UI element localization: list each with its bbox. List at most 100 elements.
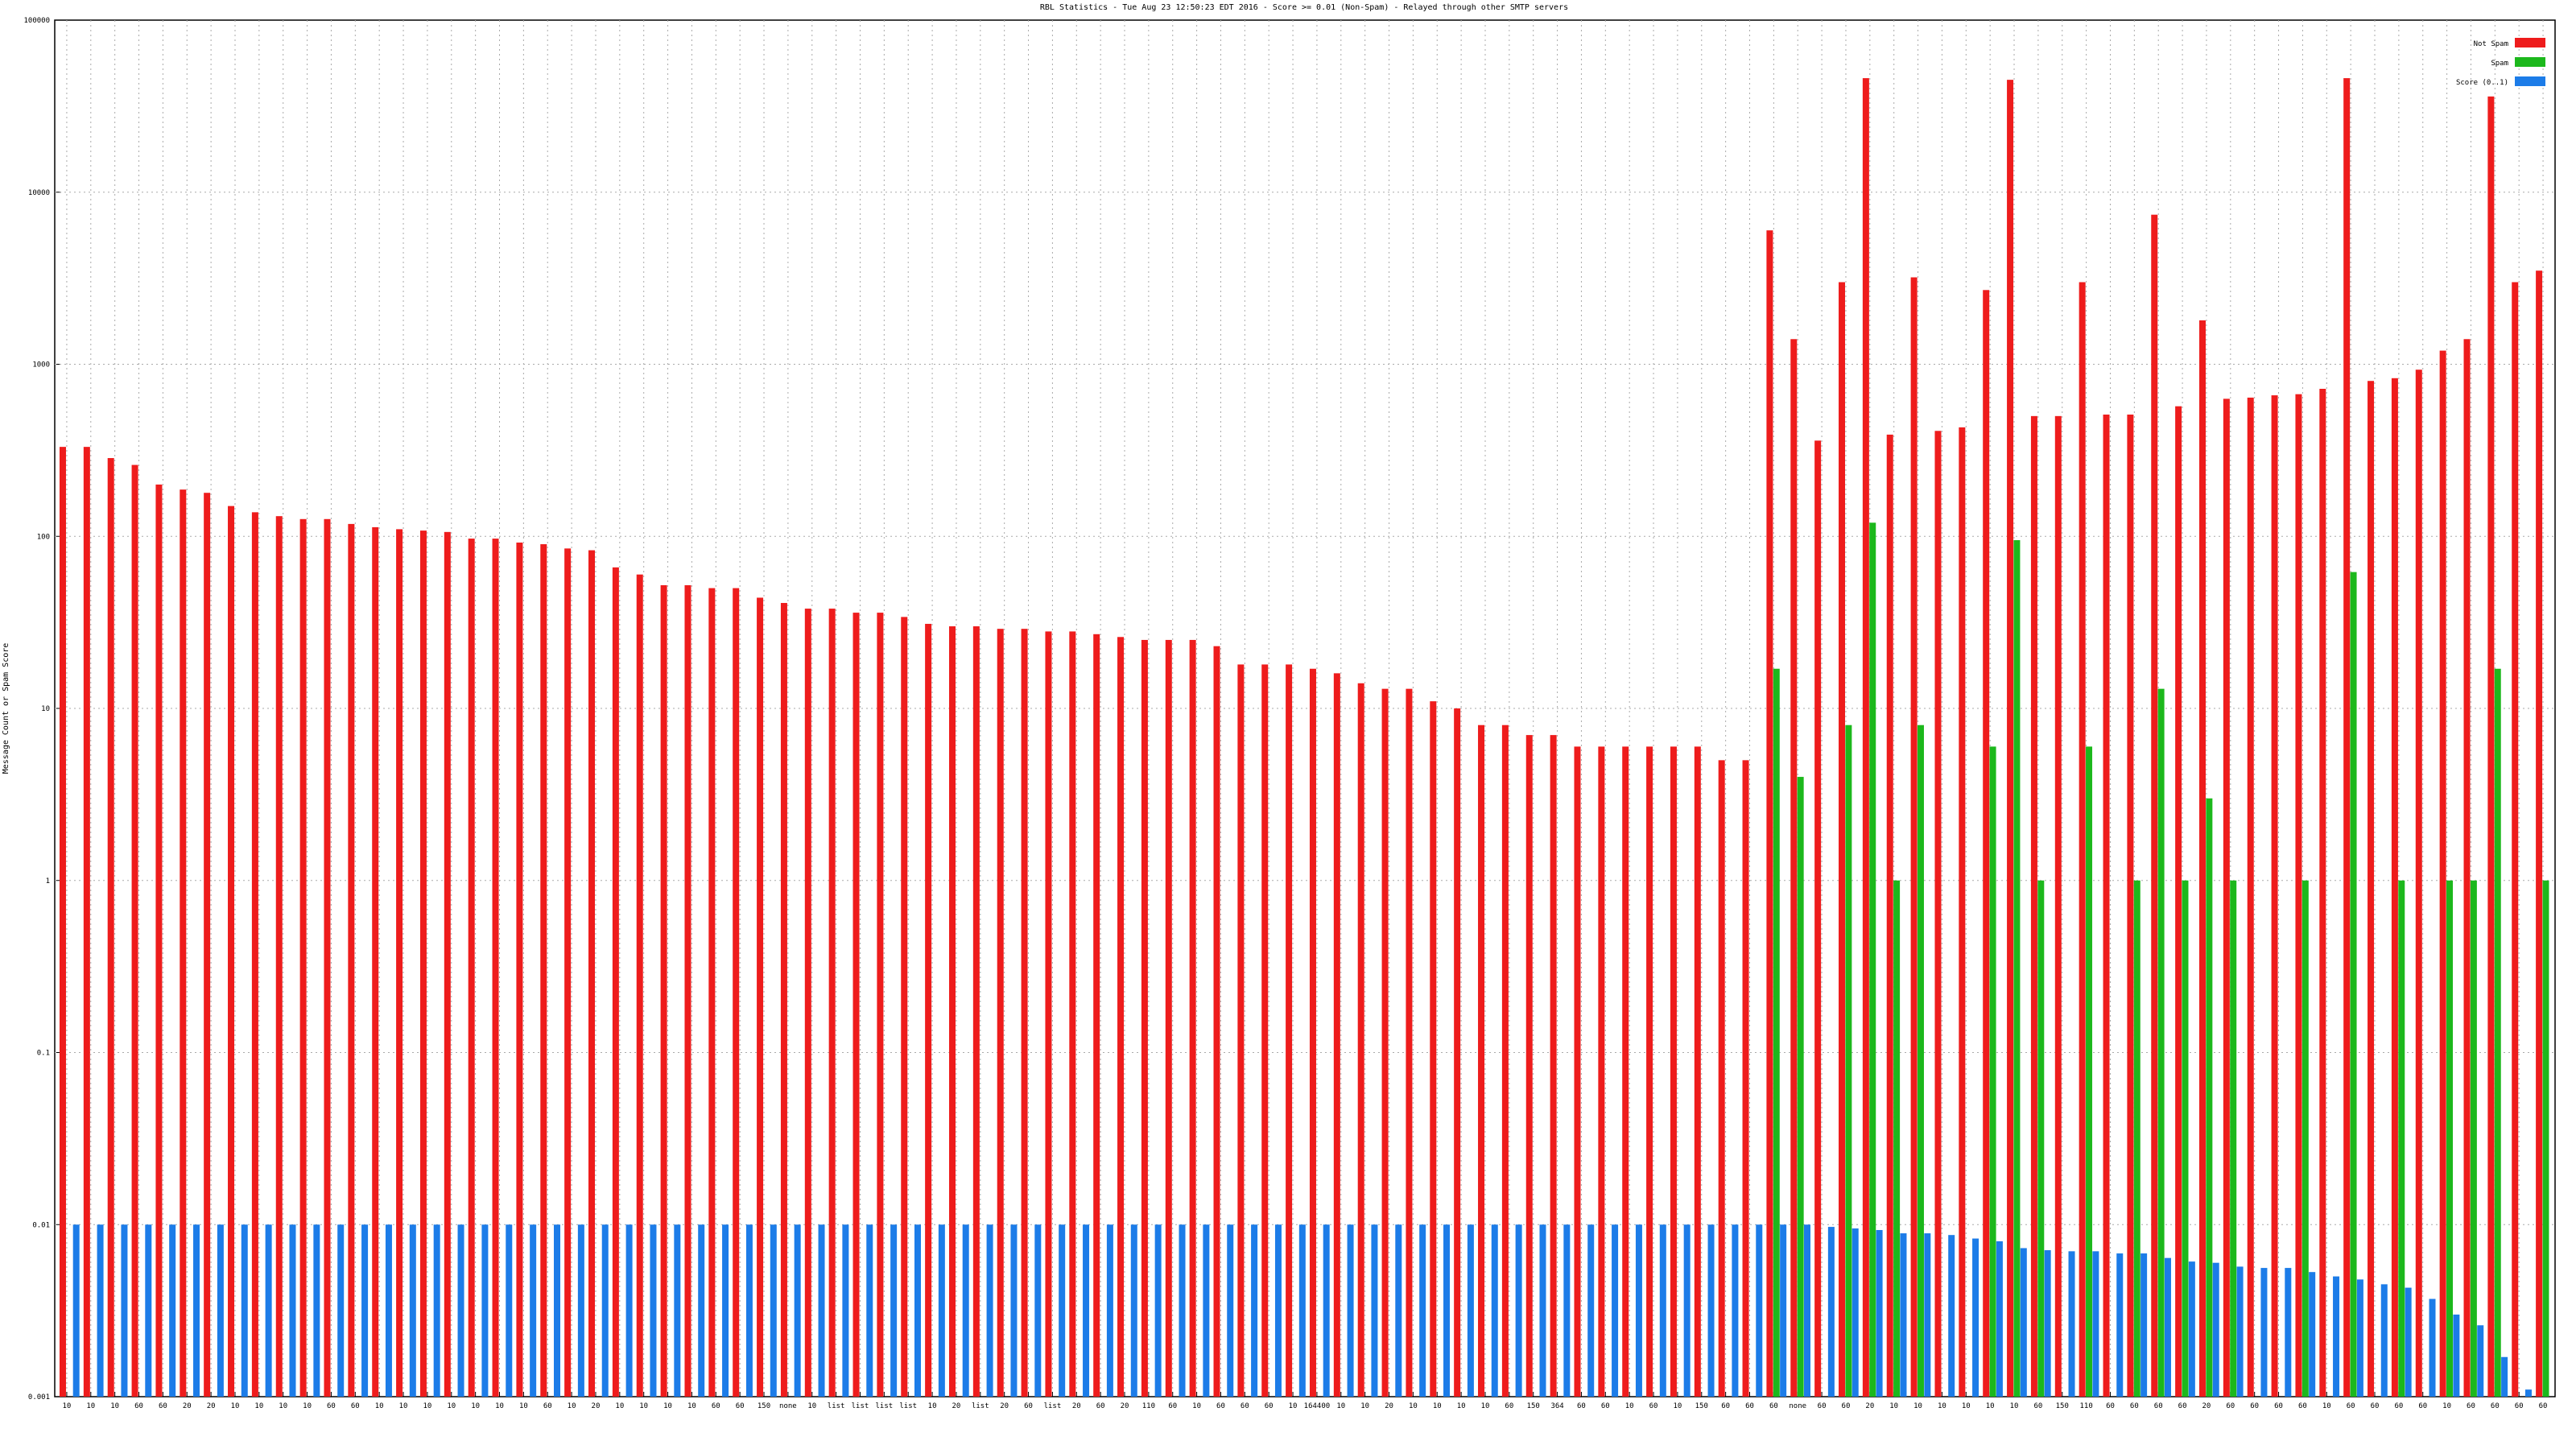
x-tick-label: 10 [447, 1402, 456, 1410]
bar [1371, 1224, 1378, 1397]
bar [1862, 78, 1869, 1397]
bar [2092, 1251, 2099, 1397]
bar [1203, 1224, 1210, 1397]
bar [588, 550, 596, 1397]
bar [2477, 1325, 2484, 1397]
bar [2301, 880, 2309, 1397]
bar [217, 1224, 224, 1397]
x-tick-label: 10 [2442, 1402, 2451, 1410]
bar [612, 567, 619, 1397]
bar [1059, 1224, 1066, 1397]
x-tick-label: 60 [2178, 1402, 2187, 1410]
bar [2068, 1251, 2075, 1397]
x-tick-label: 60 [2298, 1402, 2307, 1410]
bar [636, 574, 643, 1397]
bar [938, 1224, 945, 1397]
bar [1491, 1224, 1498, 1397]
y-tick-label: 0.1 [37, 1050, 50, 1058]
x-tick-label: 10 [639, 1402, 648, 1410]
x-tick-label: 10 [615, 1402, 624, 1410]
x-tick-label: 150 [1695, 1402, 1708, 1410]
bar [2133, 880, 2140, 1397]
bar [1154, 1224, 1162, 1397]
y-tick-label: 10000 [28, 189, 50, 197]
x-tick-label: 10 [1913, 1402, 1922, 1410]
bar [1839, 282, 1846, 1397]
bar [348, 523, 355, 1397]
y-tick-label: 1000 [32, 361, 50, 369]
bar [601, 1224, 609, 1397]
bar [1117, 637, 1125, 1397]
bar [1814, 440, 1822, 1397]
x-tick-label: list [876, 1402, 894, 1410]
x-tick-label: 364 [1550, 1402, 1563, 1410]
bar [1766, 230, 1773, 1397]
x-tick-label: 60 [1265, 1402, 1274, 1410]
bar [1021, 629, 1028, 1397]
bar [842, 1224, 849, 1397]
bar [83, 447, 90, 1397]
bar [313, 1224, 320, 1397]
x-tick-label: list [899, 1402, 917, 1410]
bar [2470, 880, 2477, 1397]
bar [1286, 664, 1293, 1397]
x-tick-label: 10 [254, 1402, 263, 1410]
bar [385, 1224, 392, 1397]
bar [1996, 1241, 2003, 1397]
bar [2260, 1268, 2268, 1397]
bar [1773, 668, 1780, 1397]
bar [492, 539, 499, 1397]
bar [2295, 394, 2302, 1397]
bar [2007, 80, 2014, 1397]
bar [948, 626, 956, 1397]
bar [2405, 1287, 2412, 1397]
bar [1804, 1224, 1811, 1397]
bar [1069, 631, 1076, 1397]
bar [1893, 880, 1901, 1397]
x-tick-label: 60 [2347, 1402, 2355, 1410]
bar [1010, 1224, 1018, 1397]
bar [1886, 434, 1893, 1397]
x-tick-label: 20 [207, 1402, 216, 1410]
bar [1034, 1224, 1042, 1397]
bar [1298, 1224, 1306, 1397]
bar [564, 548, 572, 1397]
x-tick-label: 10 [2010, 1402, 2019, 1410]
bar [1683, 1224, 1690, 1397]
bar [1141, 639, 1148, 1397]
bar [2487, 96, 2495, 1397]
x-tick-label: 10 [1938, 1402, 1946, 1410]
bar [1827, 1227, 1835, 1397]
x-tick-label: 60 [1096, 1402, 1105, 1410]
x-tick-label: 10 [1289, 1402, 1298, 1410]
bar [1395, 1224, 1402, 1397]
bar [1381, 688, 1389, 1397]
x-tick-label: 10 [687, 1402, 696, 1410]
y-tick-label: 100 [37, 533, 50, 541]
bar [1694, 746, 1701, 1397]
bar [2309, 1272, 2316, 1397]
bar [396, 529, 403, 1397]
bar [1780, 1224, 1787, 1397]
x-tick-label: 60 [351, 1402, 360, 1410]
bar [444, 531, 451, 1397]
bar [650, 1224, 657, 1397]
x-tick-label: 10 [86, 1402, 95, 1410]
bar [180, 489, 187, 1397]
bar [1948, 1235, 1955, 1397]
bar [1323, 1224, 1330, 1397]
bar [1646, 746, 1653, 1397]
bar [780, 603, 787, 1397]
x-tick-label: 20 [2202, 1402, 2211, 1410]
y-tick-label: 1 [46, 877, 50, 886]
bar [2368, 381, 2375, 1397]
x-tick-label: 60 [134, 1402, 143, 1410]
bar [131, 464, 138, 1397]
x-tick-label: 150 [758, 1402, 770, 1410]
x-tick-label: 60 [1024, 1402, 1033, 1410]
bar [1130, 1224, 1137, 1397]
bar [2350, 572, 2357, 1397]
bar [1406, 688, 1413, 1397]
bar [674, 1224, 681, 1397]
bar [2164, 1257, 2171, 1397]
